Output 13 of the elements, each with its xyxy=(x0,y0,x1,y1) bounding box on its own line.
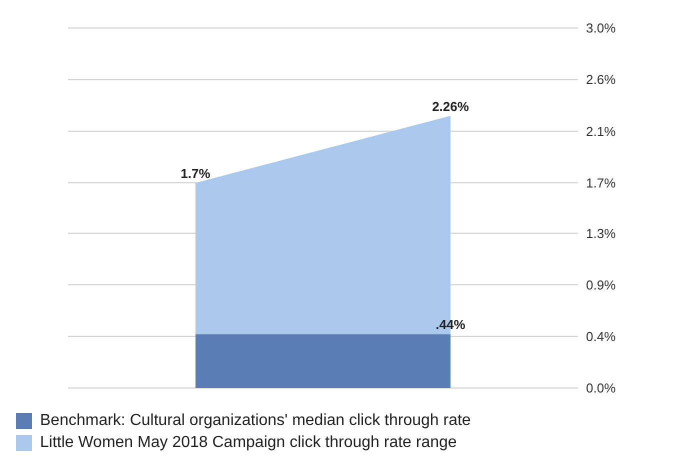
legend-label: Benchmark: Cultural organizations' median click through rate xyxy=(40,412,471,430)
data-label: .44% xyxy=(436,317,466,332)
y-tick-label: 1.7% xyxy=(586,175,616,190)
y-tick-label: 2.1% xyxy=(586,124,616,139)
legend-label: Little Women May 2018 Campaign click through rate range xyxy=(40,434,457,452)
data-label: 1.7% xyxy=(180,166,211,181)
y-tick-label: 0.9% xyxy=(586,277,616,292)
y-tick-label: 0.0% xyxy=(586,380,616,396)
y-tick-label: 3.0% xyxy=(586,20,616,36)
y-tick-label: 0.4% xyxy=(586,329,616,344)
y-tick-label: 2.6% xyxy=(586,72,616,88)
y-tick-label: 1.3% xyxy=(586,226,616,241)
data-label: 2.26% xyxy=(432,98,470,114)
